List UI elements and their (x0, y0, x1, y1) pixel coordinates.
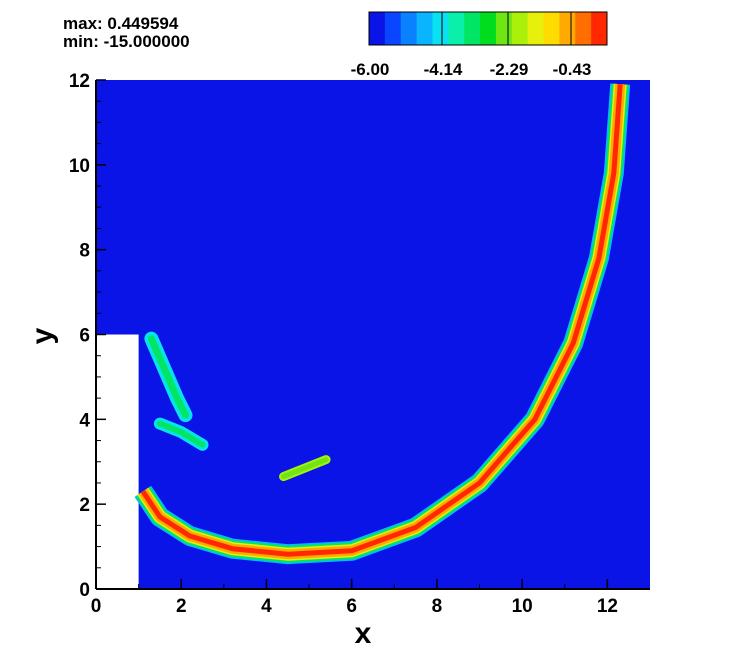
colorbar-segment (591, 12, 608, 45)
min-value-label: min: -15.000000 (63, 32, 190, 51)
colorbar-segment (480, 12, 497, 45)
colorbar-segment (369, 12, 386, 45)
colorbar-segment (432, 12, 449, 45)
y-tick-label: 12 (69, 71, 90, 92)
y-tick-label: 8 (79, 241, 90, 262)
y-tick-label: 6 (79, 326, 90, 347)
colorbar-segment (575, 12, 592, 45)
obstacle-region (96, 334, 139, 589)
colorbar-segment (464, 12, 481, 45)
field-background (96, 80, 650, 589)
x-tick-label: 0 (91, 596, 102, 617)
colorbar-segment (495, 12, 513, 45)
colorbar-segment (448, 12, 465, 45)
y-tick-label: 10 (69, 156, 90, 177)
max-value-label: max: 0.449594 (63, 14, 179, 33)
colorbar-segment (416, 12, 433, 45)
y-tick-label: 4 (79, 410, 90, 431)
shock-band-red (140, 84, 623, 557)
colorbar-segment (559, 12, 576, 45)
x-tick-label: 10 (512, 596, 533, 617)
x-tick-label: 4 (261, 596, 272, 617)
x-tick-label: 2 (176, 596, 187, 617)
colorbar-segment (543, 12, 560, 45)
colorbar-segment (384, 12, 402, 45)
shear-patch-2-core (156, 420, 206, 448)
y-tick-label: 0 (79, 580, 90, 601)
isolated-patch-core (281, 457, 329, 480)
colorbar-tick-label: -4.14 (424, 60, 463, 79)
x-tick-label: 6 (346, 596, 357, 617)
y-axis-title: y (26, 327, 59, 344)
x-tick-label: 12 (597, 596, 618, 617)
colorbar-segment (511, 12, 529, 45)
x-axis-title: x (355, 617, 372, 650)
x-tick-label: 8 (432, 596, 443, 617)
colorbar-tick-label: -2.29 (490, 60, 529, 79)
colorbar-tick-label: -6.00 (351, 60, 390, 79)
shear-patch-1-core (147, 335, 189, 419)
y-tick-label: 2 (79, 495, 90, 516)
colorbar-segment (527, 12, 545, 45)
colorbar-tick-label: -0.43 (553, 60, 592, 79)
colorbar-segment (400, 12, 418, 45)
